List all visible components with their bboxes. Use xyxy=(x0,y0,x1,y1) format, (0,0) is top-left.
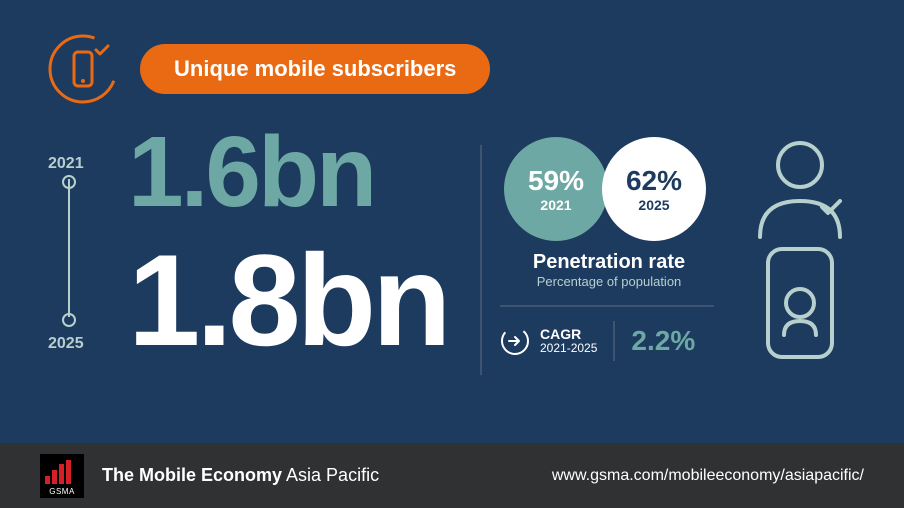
penetration-title: Penetration rate xyxy=(504,251,714,274)
timeline-dot-bottom xyxy=(62,313,76,327)
penetration-2021-circle: 59% 2021 xyxy=(504,137,608,241)
footer-url: www.gsma.com/mobileeconomy/asiapacific/ xyxy=(552,467,864,485)
value-2025: 1.8bn xyxy=(128,225,448,375)
logo-bar xyxy=(66,460,71,484)
cagr-period: 2021-2025 xyxy=(540,342,597,355)
logo-text: GSMA xyxy=(40,487,84,496)
penetration-label: Penetration rate Percentage of populatio… xyxy=(504,251,714,289)
value-2021: 1.6bn xyxy=(128,115,374,230)
year-2025-label: 2025 xyxy=(48,335,84,353)
cagr-arrow-icon xyxy=(500,326,530,356)
timeline-line xyxy=(68,179,70,317)
cagr-value: 2.2% xyxy=(631,325,695,357)
footer-title-light: Asia Pacific xyxy=(282,465,379,485)
main-panel: Unique mobile subscribers 2021 2025 1.6b… xyxy=(0,0,904,443)
phone-check-icon xyxy=(48,34,118,104)
cagr-title: CAGR xyxy=(540,327,597,342)
person-phone-icon xyxy=(750,137,850,367)
penetration-2021-year: 2021 xyxy=(540,197,571,213)
gsma-logo: GSMA xyxy=(40,454,84,498)
logo-bar xyxy=(52,470,57,484)
footer-title-bold: The Mobile Economy xyxy=(102,465,282,485)
footer: GSMA The Mobile Economy Asia Pacific www… xyxy=(0,443,904,508)
logo-bar xyxy=(45,476,50,484)
penetration-circles: 59% 2021 62% 2025 xyxy=(504,137,706,241)
penetration-2025-circle: 62% 2025 xyxy=(602,137,706,241)
title-pill: Unique mobile subscribers xyxy=(140,44,490,94)
penetration-2025-year: 2025 xyxy=(638,197,669,213)
cagr-separator xyxy=(613,321,615,361)
logo-bars-icon xyxy=(45,460,71,484)
title-text: Unique mobile subscribers xyxy=(174,56,456,82)
footer-title: The Mobile Economy Asia Pacific xyxy=(102,465,379,486)
cagr-block: CAGR 2021-2025 2.2% xyxy=(500,321,695,361)
horizontal-divider xyxy=(500,305,714,307)
penetration-2021-pct: 59% xyxy=(528,165,584,197)
infographic-page: Unique mobile subscribers 2021 2025 1.6b… xyxy=(0,0,904,508)
vertical-divider xyxy=(480,145,482,375)
year-2021-label: 2021 xyxy=(48,155,84,173)
logo-bar xyxy=(59,464,64,484)
cagr-label: CAGR 2021-2025 xyxy=(540,327,597,356)
penetration-2025-pct: 62% xyxy=(626,165,682,197)
penetration-subtitle: Percentage of population xyxy=(504,274,714,289)
header: Unique mobile subscribers xyxy=(48,34,490,104)
